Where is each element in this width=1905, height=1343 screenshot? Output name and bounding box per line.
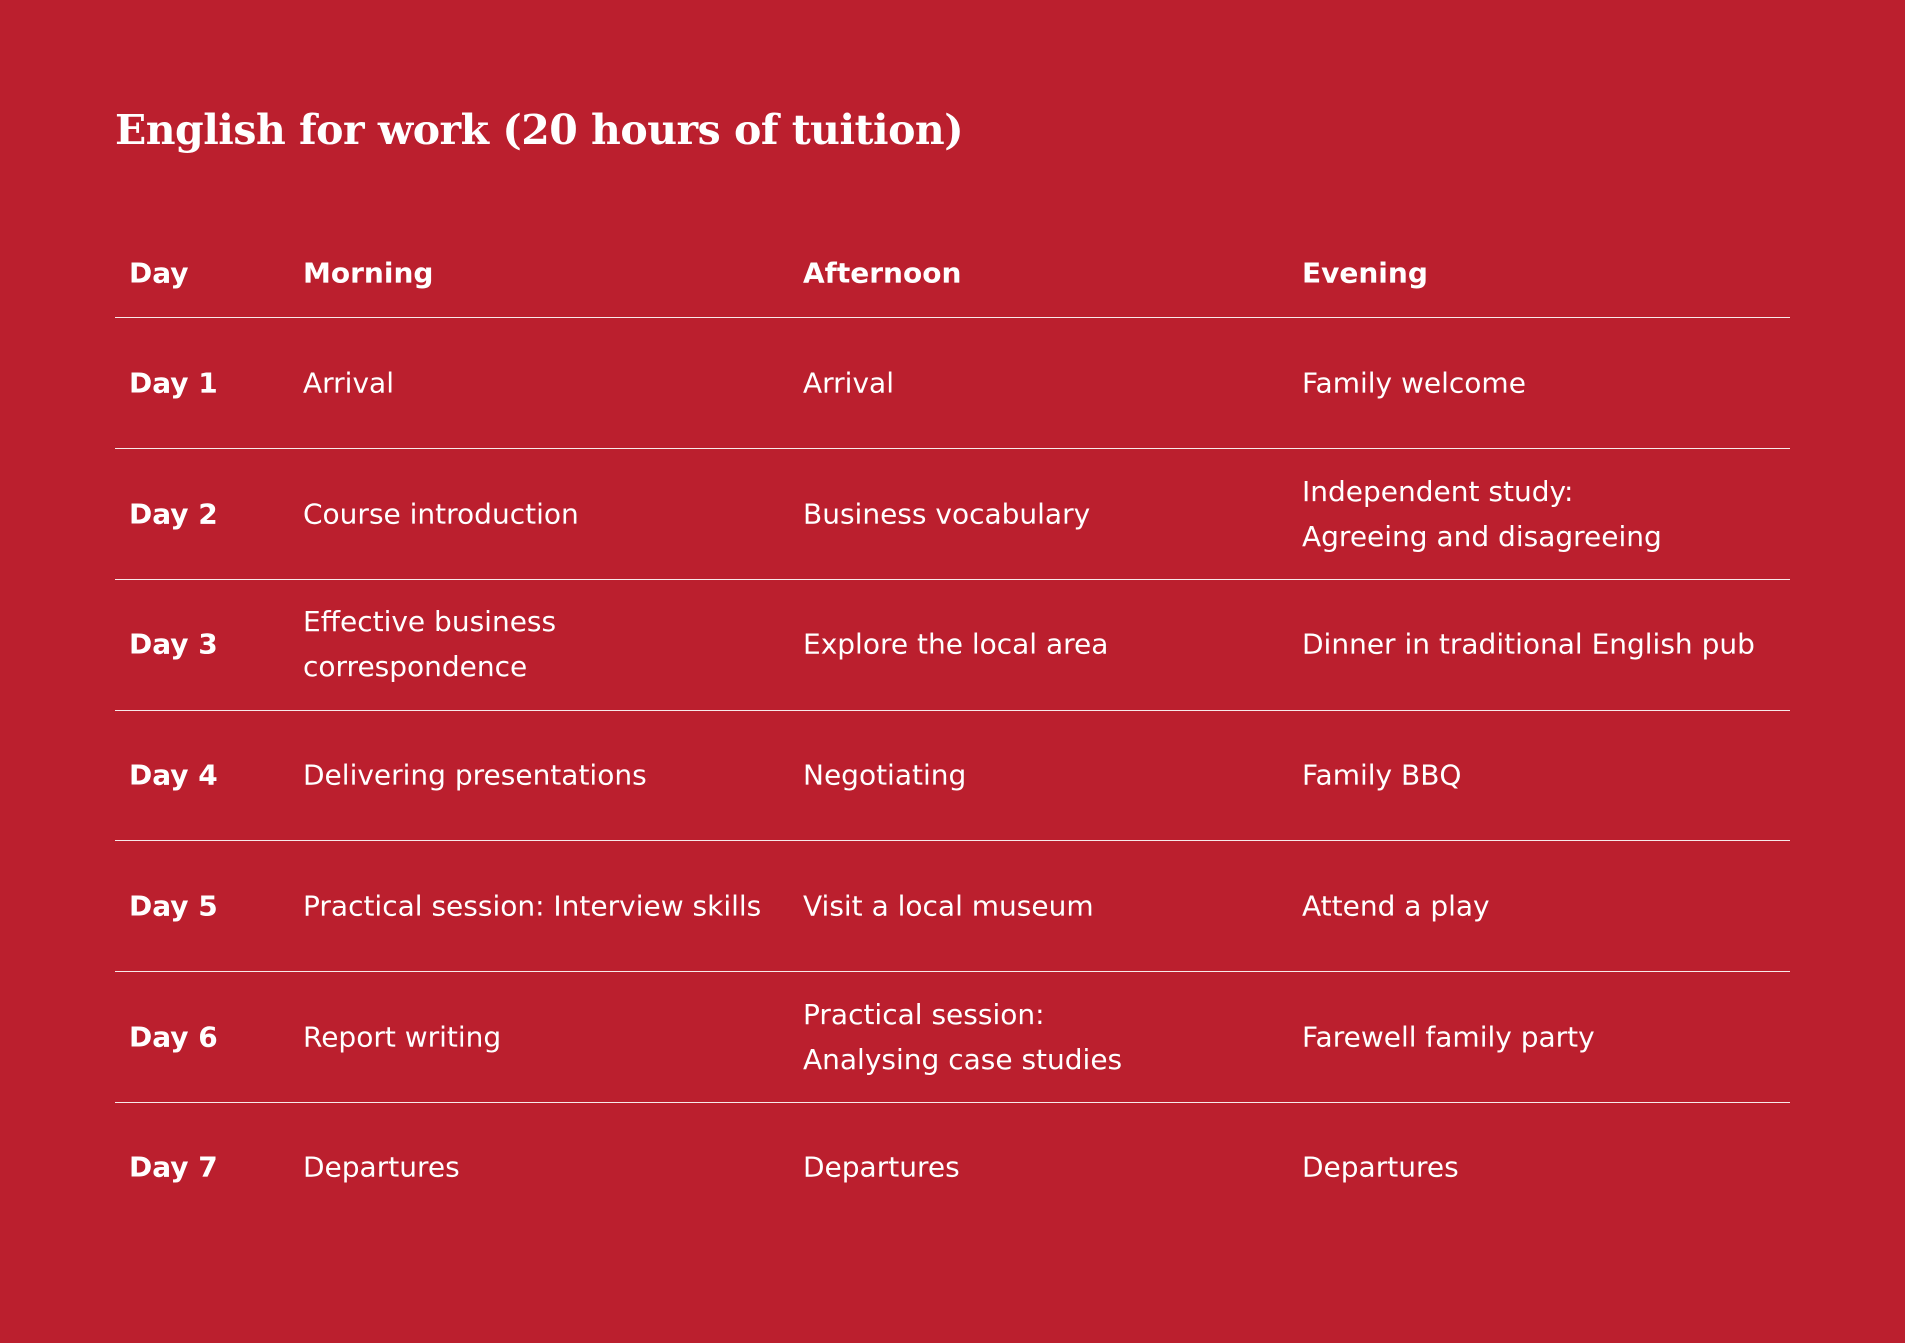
- activity: Practical session: Interview skills: [303, 889, 762, 923]
- activity: Departures: [1302, 1150, 1459, 1184]
- day-label: Day 5: [129, 889, 218, 923]
- divider: [115, 579, 1790, 581]
- activity: Practical session: Analysing case studies: [803, 992, 1122, 1082]
- activity: Report writing: [303, 1020, 502, 1053]
- cell-line: Independent study:: [1302, 474, 1574, 508]
- activity: Dinner in traditional English pub: [1302, 627, 1755, 661]
- divider: [115, 317, 1790, 318]
- cell-line: Agreeing and disagreeing: [1302, 519, 1662, 553]
- activity: Arrival: [303, 366, 394, 400]
- title: English for work (20 hours of tuition): [115, 106, 964, 154]
- activity: Visit a local museum: [803, 889, 1094, 923]
- activity: Business vocabulary: [803, 497, 1091, 531]
- cell-line: correspondence: [303, 650, 528, 684]
- column-header: Morning: [303, 256, 434, 290]
- column-header: Afternoon: [803, 256, 962, 290]
- activity: Attend a play: [1302, 889, 1490, 923]
- activity: Departures: [303, 1150, 460, 1184]
- activity: Explore the local area: [803, 627, 1109, 661]
- day-label: Day 7: [129, 1150, 218, 1184]
- activity: Negotiating: [803, 758, 967, 792]
- day-label: Day 6: [129, 1020, 218, 1053]
- divider: [115, 448, 1790, 450]
- activity: Delivering presentations: [303, 758, 647, 792]
- activity: Family BBQ: [1302, 758, 1462, 792]
- divider: [115, 1101, 1790, 1103]
- cell-line: Analysing case studies: [803, 1042, 1123, 1076]
- cell-line: Effective business: [303, 605, 557, 639]
- activity: Departures: [803, 1150, 960, 1184]
- activity: Independent study: Agreeing and disagreei…: [1302, 469, 1662, 559]
- activity: Effective business correspondence: [303, 599, 556, 689]
- column-header: Day: [129, 256, 189, 290]
- activity: Farewell family party: [1302, 1020, 1595, 1053]
- activity: Arrival: [803, 366, 894, 400]
- activity: Family welcome: [1302, 366, 1526, 400]
- day-label: Day 4: [129, 758, 218, 792]
- divider: [115, 971, 1790, 973]
- column-header: Evening: [1302, 256, 1428, 290]
- cell-line: Practical session:: [803, 997, 1045, 1031]
- day-label: Day 3: [129, 627, 218, 661]
- day-label: Day 2: [129, 497, 218, 531]
- divider: [115, 709, 1790, 711]
- activity: Course introduction: [303, 497, 579, 531]
- day-label: Day 1: [129, 366, 218, 400]
- divider: [115, 840, 1790, 842]
